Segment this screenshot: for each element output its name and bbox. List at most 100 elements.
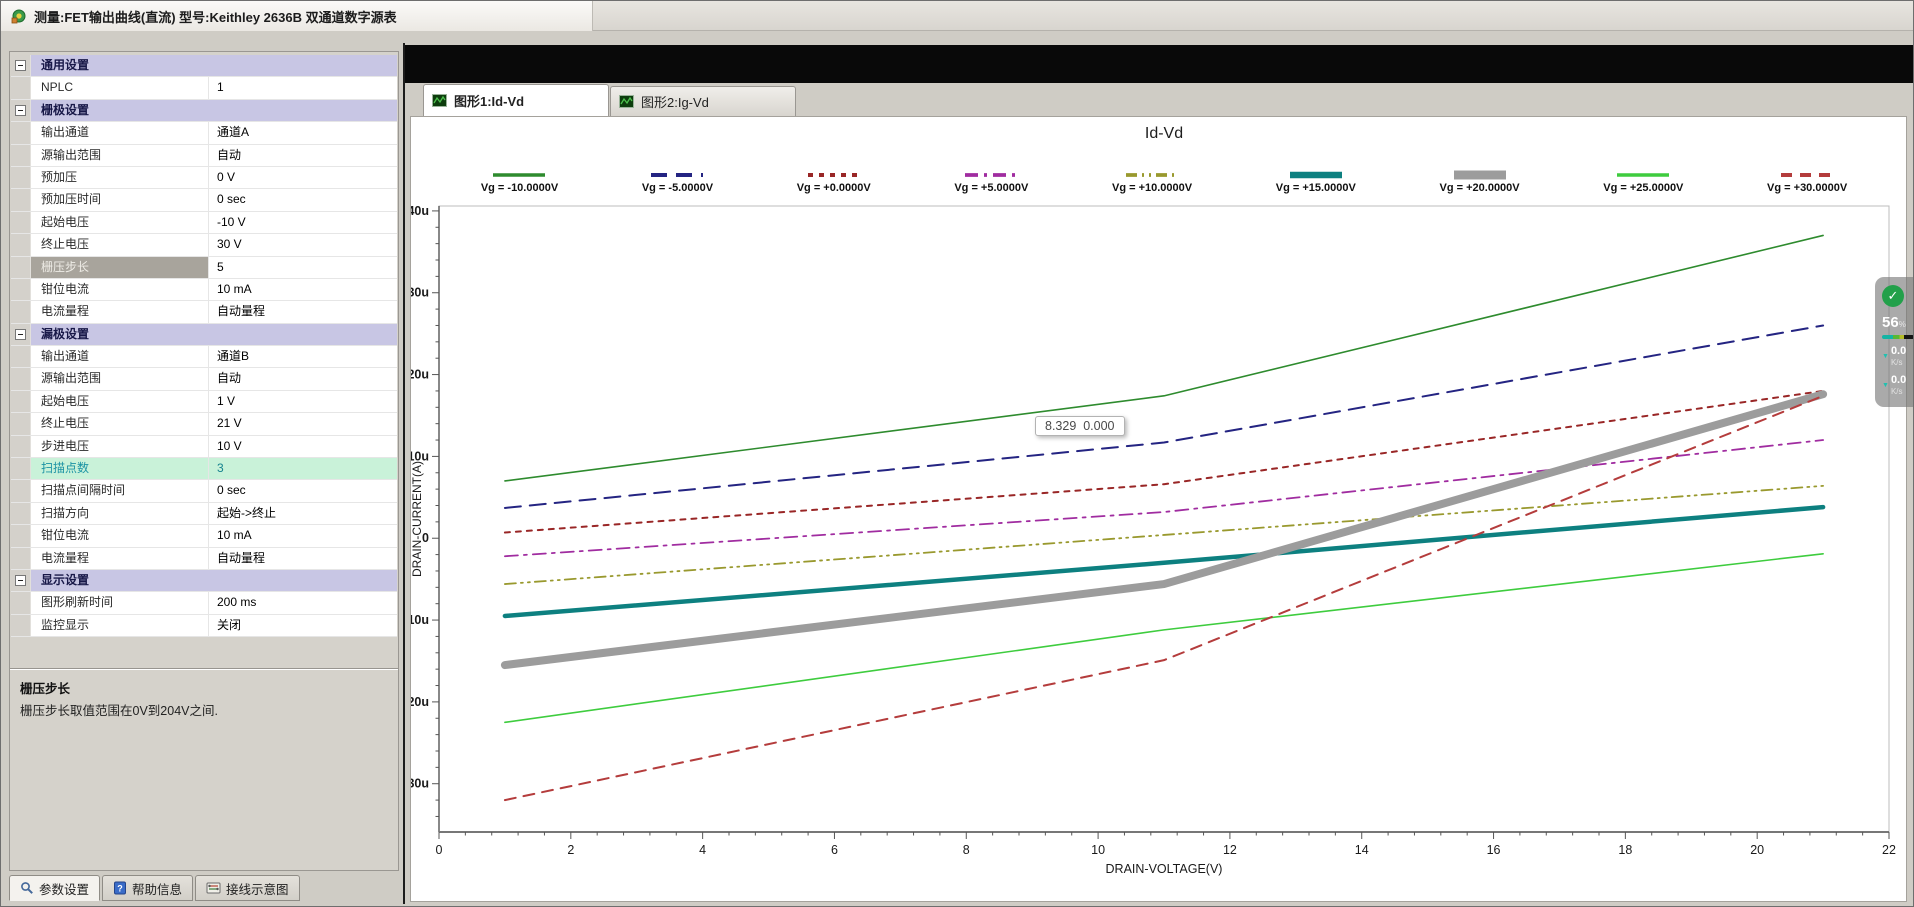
property-row[interactable]: 终止电压 21 V: [11, 413, 397, 436]
property-row[interactable]: NPLC 1: [11, 77, 397, 100]
property-value[interactable]: 自动: [217, 147, 242, 162]
speed-value: 0.0 K/s: [1890, 374, 1907, 397]
property-row[interactable]: 输出通道 通道A: [11, 122, 397, 145]
y-tick-label: 10u: [411, 449, 429, 463]
legend-label: Vg = +5.0000V: [954, 182, 1029, 194]
property-row[interactable]: 预加压 0 V: [11, 166, 397, 190]
x-tick-label: 2: [567, 843, 574, 857]
property-row[interactable]: 栅压步长 5: [11, 256, 397, 279]
property-value[interactable]: 起始->终止: [217, 505, 277, 520]
property-value[interactable]: 3: [209, 458, 397, 480]
y-tick-label: -30u: [411, 777, 429, 791]
legend-label: Vg = +25.0000V: [1603, 182, 1684, 194]
row-margin: [11, 547, 31, 569]
property-value[interactable]: 自动量程: [217, 304, 266, 319]
legend-label: Vg = +0.0000V: [796, 182, 871, 194]
x-tick-label: 16: [1487, 843, 1501, 857]
property-row[interactable]: 图形刷新时间 200 ms: [11, 592, 397, 615]
graph-toolbar-strip: [405, 45, 1913, 83]
category-label: 通用设置: [31, 55, 397, 77]
property-label: 电流量程: [31, 301, 209, 323]
legend-swatch: [1289, 171, 1342, 179]
property-row[interactable]: 步进电压 10 V: [11, 435, 397, 459]
property-value[interactable]: 5: [217, 259, 224, 274]
property-row[interactable]: 监控显示 关闭: [11, 614, 397, 638]
graph-tab-图形1:Id-Vd[interactable]: 图形1:Id-Vd: [423, 84, 609, 116]
bottom-tab-帮助信息[interactable]: ? 帮助信息: [102, 875, 194, 901]
property-row[interactable]: 输出通道 通道B: [11, 346, 397, 369]
property-row[interactable]: 电流量程 自动量程: [11, 301, 397, 324]
speed-arrow-icon: ▼: [1882, 382, 1889, 389]
property-label: 起始电压: [31, 211, 209, 234]
bottom-tab-接线示意图[interactable]: 接线示意图: [195, 875, 300, 901]
legend-item: Vg = -10.0000V: [481, 170, 558, 194]
property-row[interactable]: 源输出范围 自动: [11, 368, 397, 391]
series-line: [504, 439, 1824, 558]
y-tick-label: 20u: [411, 368, 429, 382]
row-margin: [11, 211, 31, 234]
property-value[interactable]: 30 V: [217, 237, 242, 252]
collapse-toggle[interactable]: [15, 60, 26, 71]
bottom-tab-参数设置[interactable]: 参数设置: [9, 875, 101, 901]
collapse-toggle[interactable]: [15, 574, 26, 586]
property-value[interactable]: 10 mA: [217, 281, 252, 296]
property-value[interactable]: 0 V: [217, 169, 236, 184]
row-margin: [11, 458, 31, 480]
property-value[interactable]: 1: [217, 80, 224, 95]
help-title: 栅压步长: [20, 682, 71, 696]
row-margin: [11, 592, 31, 614]
y-axis-title: DRAIN-CURRENT(A): [411, 461, 424, 577]
legend-item: Vg = +25.0000V: [1603, 170, 1683, 194]
property-value[interactable]: 通道A: [217, 125, 250, 140]
speed-row: ▼ 0.0 K/s: [1882, 375, 1906, 397]
property-row[interactable]: 起始电压 1 V: [11, 390, 397, 414]
property-row[interactable]: 源输出范围 自动: [11, 144, 397, 167]
property-row[interactable]: 扫描点数 3: [11, 458, 397, 481]
property-value[interactable]: 21 V: [217, 416, 242, 431]
legend-swatch: [965, 173, 1018, 177]
property-value[interactable]: 关闭: [217, 617, 242, 632]
legend-swatch: [1453, 170, 1506, 180]
category-row[interactable]: 栅极设置: [11, 99, 397, 123]
row-margin: [11, 77, 31, 99]
property-value[interactable]: -10 V: [217, 214, 246, 229]
property-row[interactable]: 终止电压 30 V: [11, 234, 397, 257]
property-value[interactable]: 1 V: [217, 393, 236, 408]
category-label: 漏极设置: [31, 323, 397, 346]
collapse-toggle[interactable]: [15, 328, 26, 340]
row-margin: [11, 368, 31, 390]
title-section[interactable]: 测量:FET输出曲线(直流) 型号:Keithley 2636B 双通道数字源表: [1, 1, 593, 31]
x-tick-label: 6: [831, 843, 838, 857]
category-row[interactable]: 漏极设置: [11, 323, 397, 347]
property-value[interactable]: 0 sec: [217, 483, 246, 498]
property-row[interactable]: 钳位电流 10 mA: [11, 525, 397, 548]
property-value[interactable]: 自动量程: [217, 550, 266, 565]
legend-swatch: [1781, 173, 1834, 177]
series-line: [504, 234, 1824, 482]
category-row[interactable]: 通用设置: [11, 55, 397, 78]
property-row[interactable]: 起始电压 -10 V: [11, 211, 397, 235]
property-row[interactable]: 扫描点间隔时间 0 sec: [11, 480, 397, 503]
property-value[interactable]: 自动: [217, 371, 242, 386]
row-margin: [11, 435, 31, 458]
property-row[interactable]: 扫描方向 起始->终止: [11, 502, 397, 526]
plot-canvas[interactable]: 0 2 4 6 8 10 12 14 16 18 20 22 DRAIN-VOLTAGE(V) 40u 30…: [411, 117, 1906, 901]
property-value[interactable]: 10 V: [217, 438, 242, 453]
graph-tab-label: 图形1:Id-Vd: [454, 94, 525, 109]
property-value[interactable]: 200 ms: [217, 595, 257, 610]
speed-arrow-icon: ▼: [1882, 353, 1889, 360]
collapse-toggle[interactable]: [15, 104, 26, 116]
y-tick-label: 0: [422, 531, 429, 545]
magnifier-icon: [20, 881, 34, 895]
graph-tab-图形2:Ig-Vd[interactable]: 图形2:Ig-Vd: [610, 86, 796, 116]
property-value[interactable]: 0 sec: [217, 192, 246, 207]
system-monitor-widget[interactable]: ✓ 56% ▼ 0.0 K/s ▼ 0.0 K/s: [1875, 277, 1913, 407]
bottom-tab-bar: 参数设置? 帮助信息 接线示意图: [9, 873, 399, 903]
property-row[interactable]: 电流量程 自动量程: [11, 547, 397, 570]
legend-swatch: [1617, 173, 1670, 177]
property-value[interactable]: 10 mA: [217, 528, 252, 543]
category-row[interactable]: 显示设置: [11, 569, 397, 593]
property-value[interactable]: 通道B: [217, 349, 250, 364]
property-row[interactable]: 钳位电流 10 mA: [11, 278, 397, 302]
property-row[interactable]: 预加压时间 0 sec: [11, 189, 397, 212]
